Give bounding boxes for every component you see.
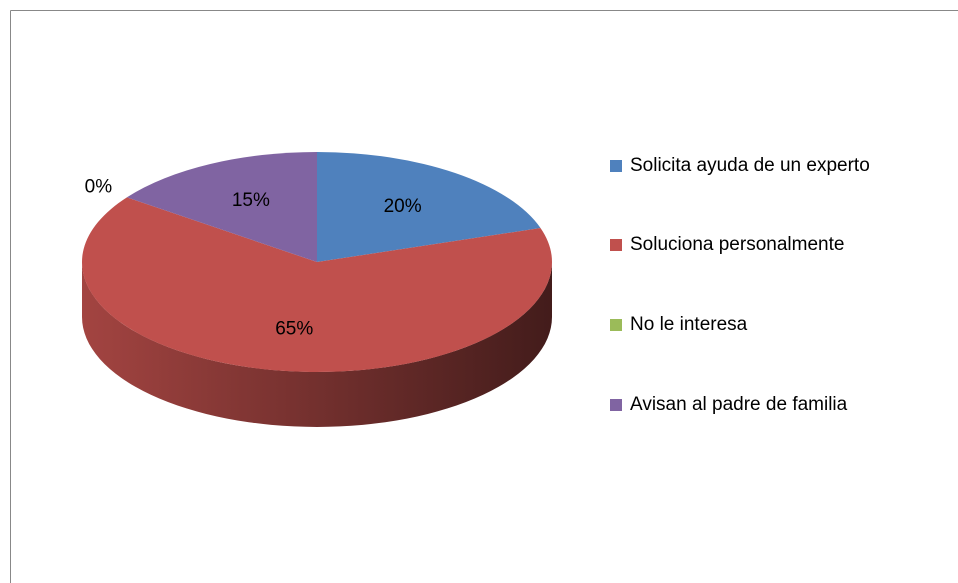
slice [81,197,552,373]
slice-side [82,262,552,427]
data-label: 0% [85,177,113,198]
legend-swatch [610,399,622,411]
legend-label: No le interesa [630,314,748,335]
legend-swatch [610,239,622,251]
slice [317,152,541,262]
slice [126,197,317,262]
data-label: 65% [275,318,313,339]
data-label: 20% [384,196,422,217]
data-label: 15% [232,190,270,211]
legend-label: Solicita ayuda de un experto [630,155,870,176]
slice [126,152,317,262]
legend-swatch [610,160,622,172]
legend-label: Soluciona personalmente [630,234,844,255]
legend-swatch [610,319,622,331]
legend-label: Avisan al padre de familia [630,394,848,415]
